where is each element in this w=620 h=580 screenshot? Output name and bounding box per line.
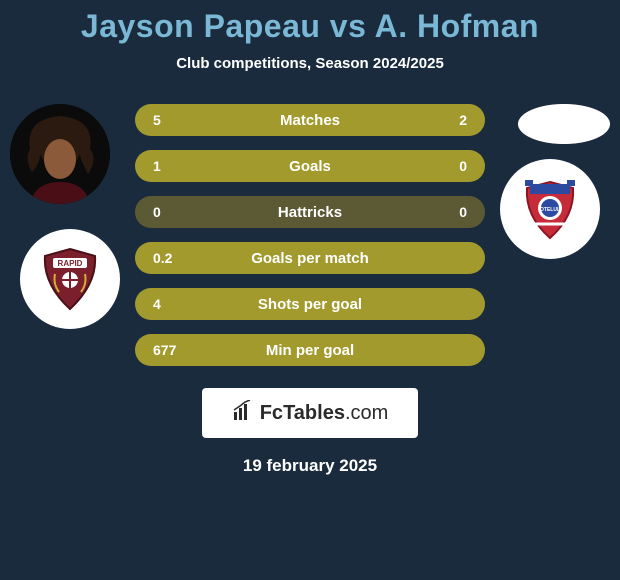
stat-left-value: 0.2 [153,250,172,266]
stat-label: Min per goal [135,342,485,359]
page-title: Jayson Papeau vs A. Hofman [0,8,620,45]
stat-label: Goals per match [135,250,485,267]
chart-icon [232,400,254,427]
logo-part-2: Tables [283,402,345,424]
stat-rows: 5Matches21Goals00Hattricks00.2Goals per … [135,104,485,366]
stat-right-value: 0 [459,158,467,174]
svg-text:OTELUL: OTELUL [540,207,560,213]
club-crest-icon: RAPID [35,244,105,314]
stat-pill: 4Shots per goal [135,288,485,320]
svg-text:RAPID: RAPID [58,259,83,268]
date-text: 19 february 2025 [0,456,620,476]
club-crest-icon: OTELUL [515,174,585,244]
stat-left-value: 0 [153,204,161,220]
stat-pill: 677Min per goal [135,334,485,366]
left-club-badge: RAPID [20,229,120,329]
left-player-avatar [10,104,110,204]
stat-label: Shots per goal [135,296,485,313]
stat-right-value: 0 [459,204,467,220]
blank-avatar-icon [518,104,610,144]
fctables-logo: FcTables.com [202,388,418,438]
stat-left-value: 677 [153,342,176,358]
stat-pill: 5Matches2 [135,104,485,136]
stat-pill: 0.2Goals per match [135,242,485,274]
stat-right-value: 2 [459,112,467,128]
comparison-area: RAPID OTELUL [0,104,620,366]
player-photo-icon [10,104,110,204]
logo-part-3: .com [345,402,388,424]
logo-part-1: Fc [260,402,283,424]
stat-left-value: 1 [153,158,161,174]
stat-label: Matches [135,112,485,129]
stat-label: Goals [135,158,485,175]
stat-left-value: 4 [153,296,161,312]
logo-text: FcTables.com [260,402,389,425]
subtitle: Club competitions, Season 2024/2025 [0,55,620,72]
right-club-badge: OTELUL [500,159,600,259]
stat-left-value: 5 [153,112,161,128]
right-player-avatar [518,104,610,144]
stat-pill: 1Goals0 [135,150,485,182]
stat-label: Hattricks [135,204,485,221]
stat-pill: 0Hattricks0 [135,196,485,228]
